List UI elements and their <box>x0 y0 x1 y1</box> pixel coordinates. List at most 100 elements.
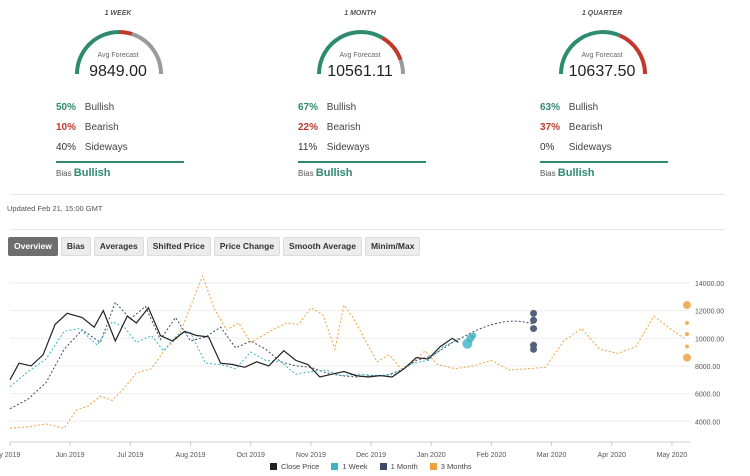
sideways-pct: 40% <box>56 142 77 153</box>
gauge-title: 1 WEEK <box>104 10 132 17</box>
forecast-3m-point <box>684 321 689 326</box>
x-tick-label: Feb 2020 <box>477 452 507 459</box>
sideways-pct: 0% <box>540 142 555 153</box>
legend-label: Close Price <box>281 462 320 471</box>
gauge-arc <box>559 30 647 75</box>
gauge-arc <box>75 30 163 75</box>
gauge-title: 1 MONTH <box>344 10 376 17</box>
bullish-label: Bullish <box>326 102 357 113</box>
bias-prefix: Bias <box>540 169 556 178</box>
legend-item-1[interactable]: 1 Week <box>331 462 368 471</box>
gauge-title: 1 QUARTER <box>581 10 623 17</box>
forecast-3m-point <box>682 301 691 310</box>
gauge-value: 10637.50 <box>568 63 636 80</box>
tab-overview[interactable]: Overview <box>8 237 58 256</box>
tab-price-change[interactable]: Price Change <box>213 237 281 256</box>
series-1-month <box>9 301 459 410</box>
gauge-segment-1 <box>118 30 133 36</box>
gauge-stats-2: 63% Bullish 37% Bearish 0% Sideways Bias… <box>540 98 668 179</box>
tab-minim-max[interactable]: Minim/Max <box>364 237 421 256</box>
sideways-row: 40% Sideways <box>56 138 184 158</box>
bearish-row: 10% Bearish <box>56 118 184 138</box>
tab-bias[interactable]: Bias <box>60 237 91 256</box>
forecast-1m-point <box>530 309 538 317</box>
legend-item-0[interactable]: Close Price <box>270 462 319 471</box>
forecast-gauge-2: 1 QUARTER Avg Forecast 10637.50 <box>537 10 667 95</box>
gauge-value: 9849.00 <box>89 63 147 80</box>
x-tick-label: Jun 2019 <box>56 452 85 459</box>
x-tick-label: Dec 2019 <box>356 452 386 459</box>
bullish-label: Bullish <box>84 102 115 113</box>
bullish-row: 50% Bullish <box>56 98 184 118</box>
bearish-row: 37% Bearish <box>540 118 668 138</box>
gauge-stats-1: 67% Bullish 22% Bearish 11% Sideways Bia… <box>298 98 426 179</box>
x-tick-label: Apr 2020 <box>598 452 627 459</box>
bias-line <box>56 161 184 163</box>
y-tick-label: 8000.00 <box>695 364 720 371</box>
gauge-stats-0: 50% Bullish 10% Bearish 40% Sideways Bia… <box>56 98 184 179</box>
gauge-label: Avg Forecast <box>339 52 381 59</box>
y-tick-label: 12000.00 <box>695 309 724 316</box>
forecast-1m-point <box>530 316 538 324</box>
bias-value: Bullish <box>73 167 111 179</box>
y-tick-label: 14000.00 <box>695 281 724 288</box>
legend-label: 1 Month <box>390 462 418 471</box>
gauge-segment-0 <box>75 30 120 75</box>
bias-line <box>540 161 668 163</box>
sideways-pct: 11% <box>298 142 318 153</box>
legend-label: 1 Week <box>342 462 368 471</box>
legend-item-2[interactable]: 1 Month <box>379 462 418 471</box>
gauge-segment-0 <box>559 30 621 75</box>
bullish-label: Bullish <box>568 102 599 113</box>
x-tick-label: May 2020 <box>657 452 688 459</box>
forecast-1m-connector <box>458 320 534 341</box>
bearish-label: Bearish <box>568 122 603 133</box>
legend-swatch <box>270 463 277 470</box>
tab-smooth-average[interactable]: Smooth Average <box>283 237 362 256</box>
bullish-pct: 63% <box>540 102 561 113</box>
updated-timestamp: Updated Feb 21, 15:00 GMT <box>7 204 103 213</box>
gauge-arc <box>317 30 405 75</box>
chart-legend: Close Price 1 Week 1 Month 3 Months <box>270 462 472 471</box>
x-tick-label: Jul 2019 <box>117 452 144 459</box>
bearish-row: 22% Bearish <box>298 118 426 138</box>
bullish-pct: 67% <box>298 102 319 113</box>
sideways-label: Sideways <box>568 142 612 153</box>
bias-value: Bullish <box>315 167 353 179</box>
legend-item-3[interactable]: 3 Months <box>429 462 472 471</box>
tab-shifted-price[interactable]: Shifted Price <box>146 237 211 256</box>
gauge-value: 10561.11 <box>327 63 393 80</box>
legend-label: 3 Months <box>440 462 472 471</box>
y-tick-label: 10000.00 <box>695 336 724 343</box>
bullish-pct: 50% <box>56 102 77 113</box>
forecast-1m-point <box>530 325 538 333</box>
series-close-price <box>9 306 459 381</box>
forecast-gauge-0: 1 WEEK Avg Forecast 9849.00 <box>53 10 183 95</box>
top-divider <box>10 194 725 195</box>
bearish-pct: 10% <box>56 122 77 133</box>
gauge-segment-2 <box>398 59 405 75</box>
bearish-label: Bearish <box>326 122 361 133</box>
forecast-gauge-1: 1 MONTH Avg Forecast 10561.11 <box>295 10 425 95</box>
bias-prefix: Bias <box>298 169 314 178</box>
tab-averages[interactable]: Averages <box>93 237 144 256</box>
forecast-1w-point <box>470 332 477 339</box>
gauge-segment-0 <box>317 30 384 75</box>
sideways-row: 11% Sideways <box>298 138 426 158</box>
chart-tabs: Overview Bias Averages Shifted Price Price C… <box>8 237 421 256</box>
x-tick-label: Nov 2019 <box>296 452 326 459</box>
gauge-label: Avg Forecast <box>97 52 139 59</box>
legend-swatch <box>379 463 387 470</box>
forecast-3m-point <box>684 332 689 337</box>
bias-prefix: Bias <box>56 169 72 178</box>
legend-swatch <box>429 463 437 470</box>
bias-line <box>298 161 426 163</box>
gauge-segment-1 <box>618 33 647 75</box>
forecast-3m-point <box>682 353 691 362</box>
bearish-pct: 22% <box>298 122 319 133</box>
bias-value: Bullish <box>557 167 595 179</box>
bearish-label: Bearish <box>84 122 119 133</box>
bias-row: Bias Bullish <box>56 167 184 179</box>
bias-row: Bias Bullish <box>298 167 426 179</box>
legend-swatch <box>331 463 339 470</box>
